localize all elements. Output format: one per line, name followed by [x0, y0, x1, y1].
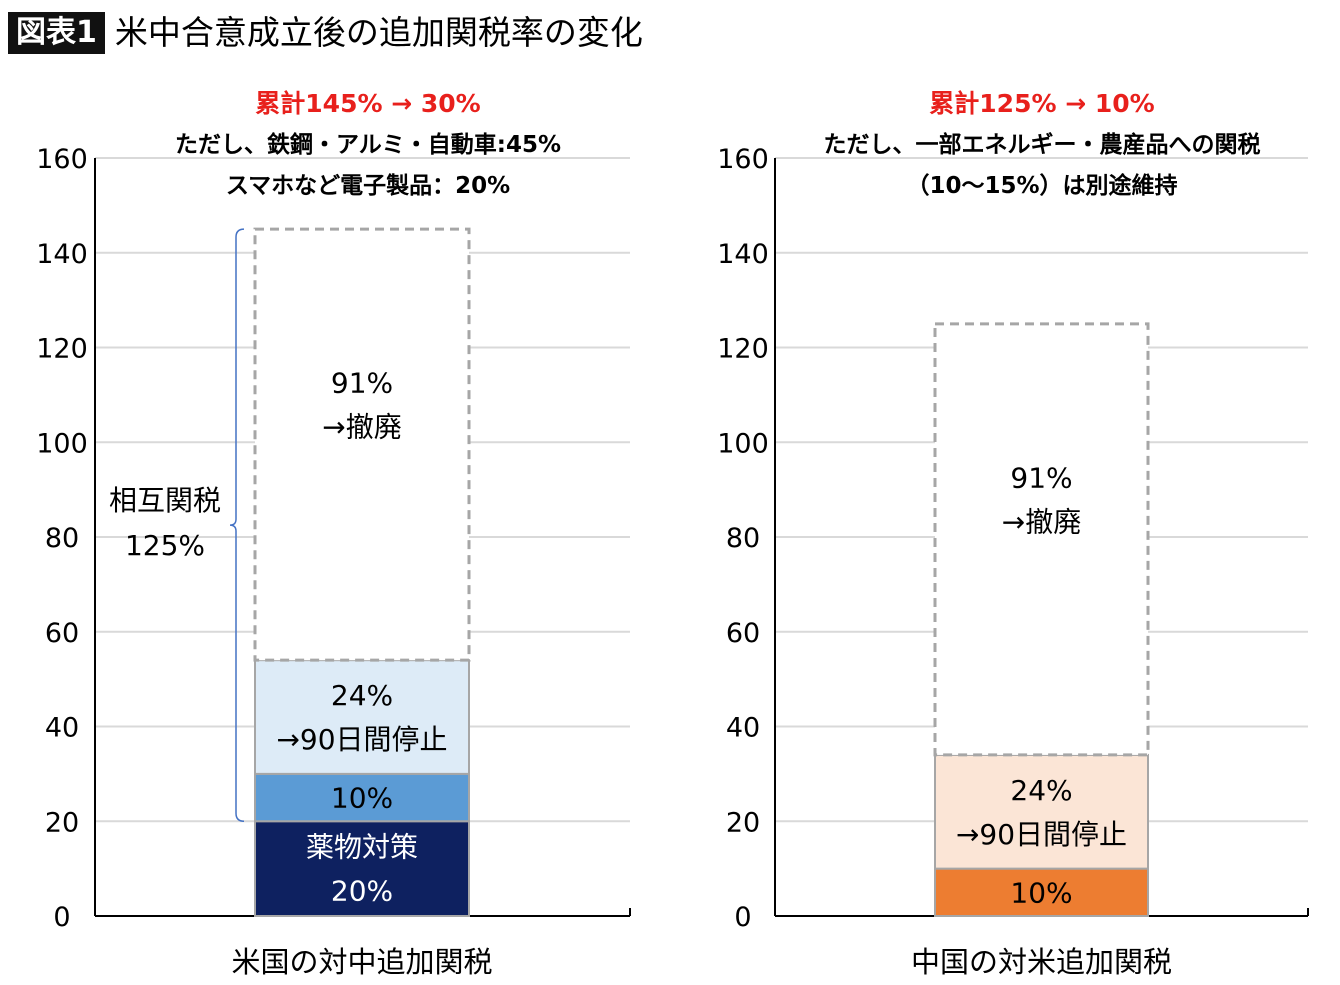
bar-segment-label: 91%: [1010, 461, 1072, 494]
bar-segment: [934, 753, 1149, 870]
y-tick-label: 80: [726, 523, 760, 554]
x-category-label: 米国の対中追加関税: [231, 945, 492, 979]
bracket-line: [229, 228, 245, 822]
bracket-label: 相互関税: [109, 484, 221, 517]
y-tick-label: 40: [726, 713, 760, 744]
y-tick-label: 0: [53, 902, 70, 933]
y-tick-label: 120: [717, 334, 769, 365]
x-category-label: 中国の対米追加関税: [911, 945, 1172, 979]
y-tick-label: 100: [36, 428, 88, 459]
chart-note-total: 累計145% → 30%: [255, 89, 480, 118]
y-tick-label: 60: [45, 618, 79, 649]
y-tick-label: 160: [717, 144, 769, 175]
chart-note: ただし、鉄鋼・アルミ・自動車:45%: [175, 131, 561, 158]
y-tick-label: 140: [717, 239, 769, 270]
y-tick-label: 20: [726, 807, 760, 838]
bar-segment-label: 24%: [331, 679, 393, 712]
bar-segment-removed: [253, 227, 471, 662]
y-tick-label: 140: [36, 239, 88, 270]
bar-segment-label: 20%: [331, 875, 393, 908]
bar-segment-label: →90日間停止: [276, 723, 447, 756]
bar-segment-label: →90日間停止: [956, 818, 1127, 851]
y-tick-label: 100: [717, 428, 769, 459]
bar-segment-label: →撤廃: [1002, 505, 1081, 538]
chart-note-total: 累計125% → 10%: [929, 89, 1154, 118]
figure-title: 米中合意成立後の追加関税率の変化: [114, 13, 643, 52]
y-tick-label: 60: [726, 618, 760, 649]
bar-segment: [934, 867, 1149, 917]
chart-note: ただし、一部エネルギー・農産品への関税: [824, 131, 1261, 158]
bar-segment-label: 10%: [331, 782, 393, 815]
bar-segment-label: 10%: [1010, 876, 1072, 909]
y-tick-label: 0: [734, 902, 751, 933]
y-tick-label: 160: [36, 144, 88, 175]
bar-segment-label: 薬物対策: [306, 831, 418, 864]
y-tick-label: 20: [45, 807, 79, 838]
bar-segment-removed: [933, 322, 1150, 757]
bar-segment-label: 24%: [1010, 774, 1072, 807]
y-tick-label: 40: [45, 713, 79, 744]
bar-segment-label: 91%: [331, 367, 393, 400]
bracket-label: 125%: [125, 529, 205, 562]
chart-note: スマホなど電子製品：20%: [226, 172, 510, 199]
chart-note: （10～15%）は別途維持: [906, 172, 1177, 199]
bar-segment-label: →撤廃: [322, 411, 401, 444]
y-tick-label: 80: [45, 523, 79, 554]
figure-badge: 図表1: [8, 12, 105, 54]
y-tick-label: 120: [36, 334, 88, 365]
bar-segment: [254, 659, 470, 775]
figure-header: 図表1 米中合意成立後の追加関税率の変化: [8, 10, 643, 56]
bar-segment: [254, 820, 470, 917]
bar-segment: [254, 772, 470, 823]
